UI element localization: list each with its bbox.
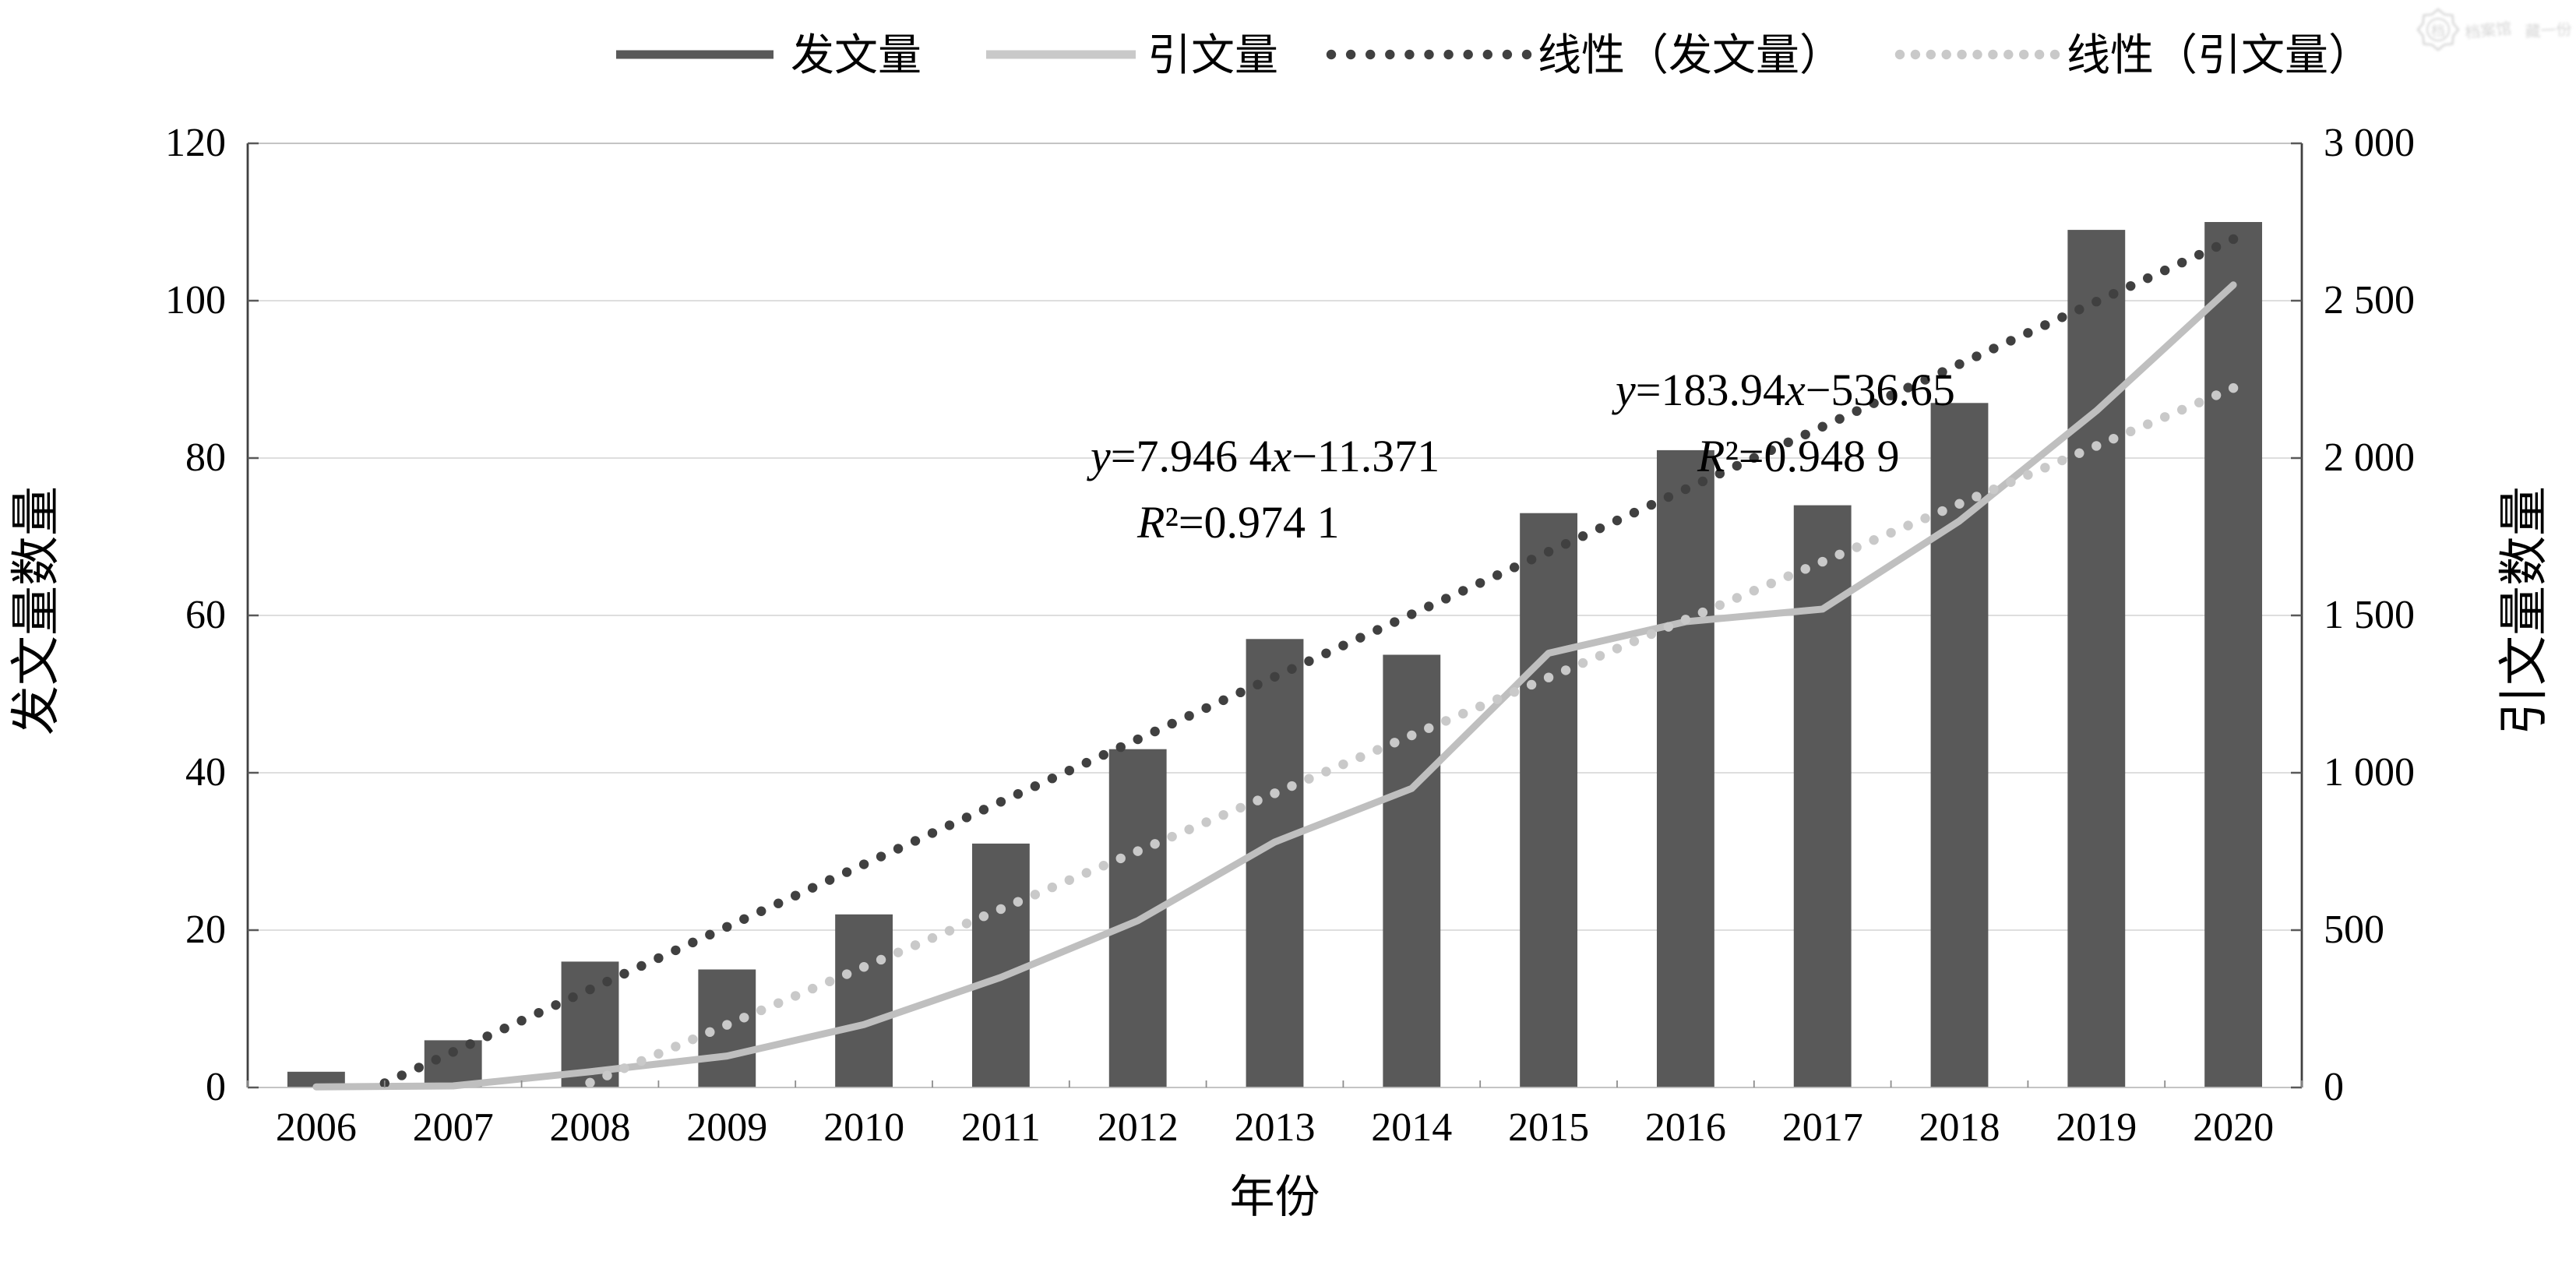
svg-text:2016: 2016 [1645,1105,1726,1150]
svg-text:y=183.94x−536.65: y=183.94x−536.65 [1612,365,1955,415]
svg-text:档: 档 [2431,23,2445,39]
svg-text:0: 0 [206,1065,226,1109]
svg-text:2 500: 2 500 [2324,278,2415,323]
svg-text:线性（发文量）: 线性（发文量） [1538,32,1843,80]
svg-text:2 000: 2 000 [2324,435,2415,480]
svg-text:40: 40 [185,750,226,795]
svg-text:y=7.946 4x−11.371: y=7.946 4x−11.371 [1087,431,1440,481]
svg-text:线性（引文量）: 线性（引文量） [2067,32,2372,80]
svg-text:2010: 2010 [823,1105,904,1150]
svg-text:年份: 年份 [1229,1172,1320,1222]
svg-text:3 000: 3 000 [2324,121,2415,165]
svg-text:1 500: 1 500 [2324,593,2415,637]
svg-text:2008: 2008 [550,1105,631,1150]
svg-text:引文量: 引文量 [1147,32,1278,80]
svg-text:20: 20 [185,908,226,952]
svg-text:R²=0.974 1: R²=0.974 1 [1136,497,1340,548]
svg-text:2020: 2020 [2193,1105,2274,1150]
svg-text:1 000: 1 000 [2324,750,2415,795]
svg-text:2015: 2015 [1508,1105,1589,1150]
svg-text:2009: 2009 [686,1105,767,1150]
svg-text:R²=0.948 9: R²=0.948 9 [1697,431,1900,481]
svg-text:80: 80 [185,435,226,480]
svg-text:500: 500 [2324,908,2384,952]
svg-text:2017: 2017 [1782,1105,1863,1150]
svg-text:120: 120 [165,121,226,165]
svg-text:藏一份: 藏一份 [2525,20,2572,41]
svg-text:2014: 2014 [1371,1105,1452,1150]
svg-text:60: 60 [185,593,226,637]
svg-text:2019: 2019 [2056,1105,2137,1150]
svg-text:2013: 2013 [1235,1105,1316,1150]
svg-text:2007: 2007 [413,1105,494,1150]
svg-text:2006: 2006 [276,1105,357,1150]
svg-text:2012: 2012 [1098,1105,1179,1150]
svg-text:0: 0 [2324,1065,2344,1109]
svg-text:发文量: 发文量 [791,32,922,80]
svg-text:100: 100 [165,278,226,323]
svg-text:引文量数量: 引文量数量 [2497,486,2552,735]
svg-text:2018: 2018 [1919,1105,2000,1150]
svg-text:2011: 2011 [961,1105,1041,1150]
svg-text:发文量数量: 发文量数量 [9,486,64,735]
